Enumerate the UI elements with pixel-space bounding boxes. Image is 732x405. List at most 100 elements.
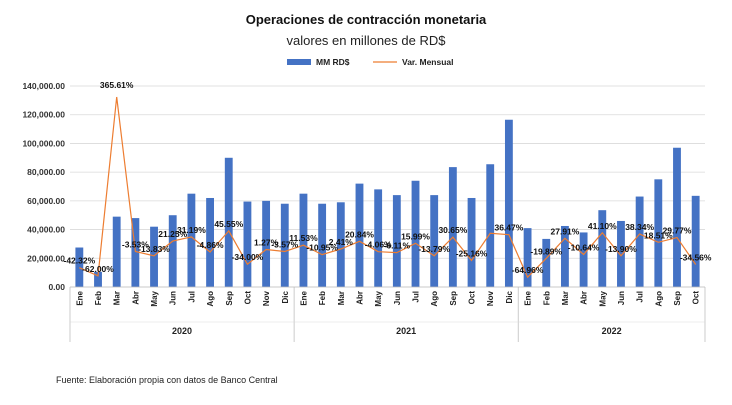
x-tick-label: Sep <box>225 291 234 306</box>
data-label: 36.47% <box>494 223 523 233</box>
data-label: -13.83% <box>138 244 170 254</box>
bar <box>187 193 196 287</box>
bar <box>579 232 588 287</box>
year-label: 2021 <box>396 326 416 336</box>
x-tick-label: May <box>374 290 383 306</box>
data-label: -34.56% <box>680 252 712 262</box>
data-label: 30.65% <box>438 225 467 235</box>
year-label: 2022 <box>602 326 622 336</box>
chart-title: Operaciones de contracción monetaria <box>246 12 487 27</box>
bar <box>150 226 158 287</box>
legend-bar-swatch <box>287 59 311 65</box>
x-tick-label: Jun <box>393 291 402 305</box>
bar <box>206 197 214 287</box>
x-tick-label: Feb <box>542 291 551 305</box>
data-label: 29.77% <box>663 226 692 236</box>
y-tick-label: 100,000.00 <box>22 138 65 148</box>
x-tick-label: Oct <box>692 291 701 305</box>
bar <box>542 238 551 287</box>
data-label: 11.53% <box>289 233 318 243</box>
bar <box>654 179 663 287</box>
bar <box>523 228 532 287</box>
x-tick-label: Feb <box>318 291 327 305</box>
legend-label-bars: MM RD$ <box>316 57 350 67</box>
x-tick-label: Dic <box>281 290 290 303</box>
data-label: 31.19% <box>177 225 206 235</box>
bar <box>168 215 177 287</box>
bar <box>299 193 308 287</box>
bar <box>318 203 327 287</box>
bar <box>262 200 271 287</box>
data-label: -4.86% <box>197 240 224 250</box>
x-tick-label: Dic <box>505 290 514 303</box>
data-label: 27.91% <box>551 226 580 236</box>
data-label: -6.11% <box>384 241 411 251</box>
data-label: -3.57% <box>271 239 298 249</box>
data-label: -62.00% <box>82 264 114 274</box>
data-label: -19.89% <box>530 246 562 256</box>
bar <box>243 201 252 287</box>
bar <box>336 202 345 287</box>
data-label: -3.53% <box>122 239 149 249</box>
x-tick-label: Sep <box>673 291 682 306</box>
bar <box>504 119 513 287</box>
x-tick-label: Mar <box>113 291 122 305</box>
data-label: 45.55% <box>214 219 243 229</box>
data-label: -64.96% <box>512 265 544 275</box>
x-axis: Ene Feb Mar Abr May Jun Jul Ago Sep Oct Nov Dic Ene F… <box>69 286 706 342</box>
bar <box>392 195 401 287</box>
bar <box>691 195 700 287</box>
bar <box>486 164 495 287</box>
x-tick-label: Ago <box>430 291 439 307</box>
y-tick-label: 80,000.00 <box>27 167 65 177</box>
x-tick-label: Mar <box>337 291 346 305</box>
x-tick-label: Oct <box>243 291 252 305</box>
data-label: 38.34% <box>625 222 654 232</box>
legend-label-line: Var. Mensual <box>402 57 454 67</box>
bar <box>448 167 457 287</box>
x-tick-label: Jul <box>412 291 421 303</box>
data-label: -10.64% <box>568 242 600 252</box>
bar <box>617 220 625 287</box>
data-label: -34.00% <box>232 252 264 262</box>
bar <box>561 225 569 287</box>
data-label: 2.41% <box>329 237 354 247</box>
bar <box>374 189 383 287</box>
y-tick-label: 0.00 <box>48 282 65 292</box>
data-labels: -42.32%-62.00% 365.61% -3.53%-13.83% 21.25%… <box>64 80 712 275</box>
x-tick-label: Jul <box>187 291 196 303</box>
y-axis: 0.00 20,000.00 40,000.00 60,000.00 80,000.00… <box>22 81 65 292</box>
chart-subtitle: valores en millones de RD$ <box>287 33 447 48</box>
bar <box>430 195 439 287</box>
data-label: -42.32% <box>64 256 96 266</box>
y-gridlines <box>70 85 705 288</box>
data-label: 365.61% <box>100 80 134 90</box>
y-tick-label: 120,000.00 <box>22 110 65 120</box>
y-tick-label: 60,000.00 <box>27 196 65 206</box>
data-label: -10.95% <box>306 243 338 253</box>
x-tick-label: Nov <box>262 290 271 306</box>
x-tick-label: Abr <box>131 291 140 305</box>
x-tick-label: Jun <box>617 291 626 305</box>
x-tick-label: Feb <box>94 291 103 305</box>
x-tick-label: Ago <box>654 291 663 307</box>
y-tick-label: 40,000.00 <box>27 225 65 235</box>
y-tick-label: 20,000.00 <box>27 253 65 263</box>
bar <box>355 183 364 287</box>
data-label: -4.06% <box>365 240 392 250</box>
bar <box>131 218 140 287</box>
data-label: 18.51% <box>644 230 673 240</box>
legend: MM RD$ Var. Mensual <box>287 57 454 67</box>
x-tick-label: Mar <box>561 291 570 305</box>
bar-series <box>75 119 700 287</box>
bar <box>280 203 289 287</box>
data-label: -25.16% <box>456 249 488 259</box>
x-tick-label: Nov <box>486 290 495 306</box>
x-tick-label: May <box>150 290 159 306</box>
x-tick-label: Jul <box>636 291 645 303</box>
x-tick-label: Jun <box>169 291 178 305</box>
data-label: 21.25% <box>158 229 187 239</box>
data-label: 41.10% <box>588 221 617 231</box>
